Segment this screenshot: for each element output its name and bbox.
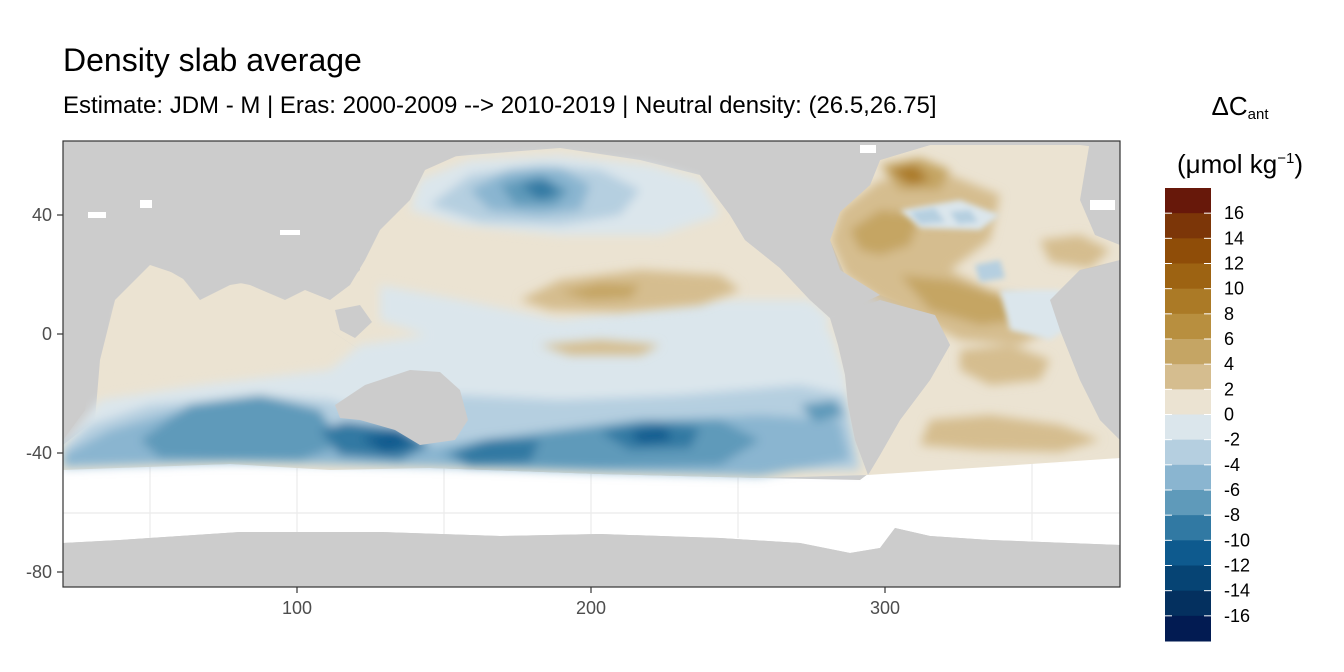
legend-label: 2 [1224,379,1234,399]
land-masses [63,141,1120,587]
legend-color-step [1165,389,1211,415]
legend-color-step [1165,590,1211,617]
legend-color-step [1165,439,1211,466]
legend-color-step [1165,540,1211,566]
legend-label: 4 [1224,354,1234,374]
land-maritime-se-asia [335,305,372,338]
x-tick-label: 100 [282,598,312,618]
land-south-america [830,300,950,475]
legend-color-step [1165,339,1211,365]
land-africa [63,141,335,440]
legend-color-step [1165,565,1211,592]
legend-color-step [1165,364,1211,390]
legend-label: 8 [1224,304,1234,324]
legend-label: -16 [1224,606,1250,626]
legend-symbol: ΔCant [1211,91,1269,123]
legend-label: -4 [1224,455,1240,475]
legend-color-step [1165,288,1211,315]
legend-title: ΔCant (μmol kg−1) [1150,84,1330,186]
legend-label: -8 [1224,505,1240,525]
legend-colorbar [1165,188,1211,642]
legend-color-step [1165,313,1211,340]
y-tick-label: 0 [42,324,52,344]
legend-label: 0 [1224,405,1234,425]
legend-label: -12 [1224,556,1250,576]
legend-color-step [1165,490,1211,516]
legend-label: -2 [1224,430,1240,450]
positive-anomaly-bands-pacific [520,270,740,355]
grid-lines [63,460,1120,540]
land-asia [320,141,520,300]
legend-color-step [1165,414,1211,441]
axis-ticks [57,214,886,593]
legend-color-step [1165,213,1211,239]
x-tick-label: 200 [576,598,606,618]
legend-color-step [1165,188,1211,214]
legend-color-step [1165,615,1211,642]
land-north-america [700,141,1120,318]
y-tick-label: -80 [26,562,52,582]
legend-label: 14 [1224,228,1244,248]
legend-color-step [1165,238,1211,264]
x-axis-labels: 100 200 300 [282,598,900,618]
y-tick-label: -40 [26,443,52,463]
legend-label: 16 [1224,203,1244,223]
legend-label: -6 [1224,480,1240,500]
legend-label: -14 [1224,581,1250,601]
land-australia [335,370,468,445]
legend-labels: 16 14 12 10 8 6 4 2 0 -2 -4 -6 -8 -10 -12 -14 -16 [1224,203,1250,626]
map-panel [63,141,1120,587]
legend-color-step [1165,263,1211,290]
land-antarctica [63,528,1120,587]
map-subtitle: Estimate: JDM - M | Eras: 2000-2009 --> … [63,92,937,119]
arabian-sea [110,275,330,370]
legend-color-step [1165,515,1211,541]
legend-label: -10 [1224,530,1250,550]
land-africa-atlantic [1050,262,1120,440]
map-title: Density slab average [63,42,362,78]
legend-unit: (μmol kg−1) [1177,149,1303,179]
legend-label: 10 [1224,279,1244,299]
legend-label: 12 [1224,254,1244,274]
y-tick-label: 40 [32,205,52,225]
land-greenland-europe [1080,141,1120,245]
legend-color-step [1165,464,1211,491]
y-axis-labels: 40 0 -40 -80 [26,205,52,582]
legend-label: 6 [1224,329,1234,349]
coastal-no-data-specks [88,145,1115,235]
x-tick-label: 300 [870,598,900,618]
